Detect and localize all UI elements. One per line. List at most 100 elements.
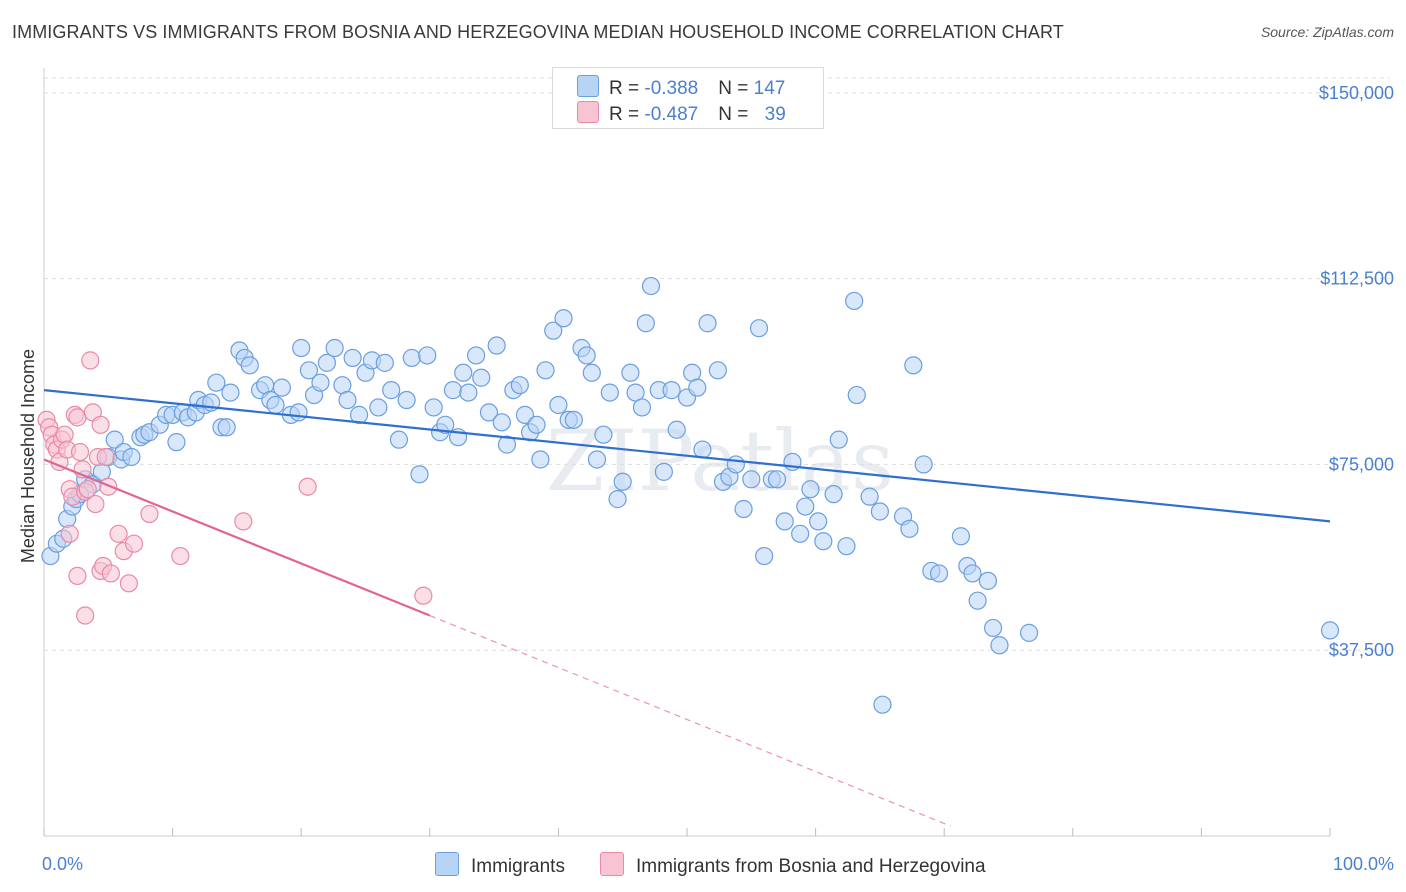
data-point xyxy=(311,373,330,392)
data-point xyxy=(105,430,124,449)
bottom-legend-swatch-blue xyxy=(435,852,459,876)
data-point xyxy=(459,383,478,402)
y-tick-label: $75,000 xyxy=(1329,454,1394,474)
data-point xyxy=(742,470,761,489)
chart-title: IMMIGRANTS VS IMMIGRANTS FROM BOSNIA AND… xyxy=(12,22,1064,42)
data-point xyxy=(109,524,128,543)
data-point xyxy=(397,390,416,410)
data-point xyxy=(1320,621,1340,640)
data-point xyxy=(775,512,794,531)
trend-lines xyxy=(43,389,1331,827)
legend-r-label: R = xyxy=(609,78,645,99)
x-tick-labels: 0.0% 100.0% xyxy=(42,854,1394,874)
data-point xyxy=(734,499,753,519)
data-point xyxy=(272,378,292,397)
legend-swatch-blue xyxy=(577,75,599,97)
data-point xyxy=(837,537,856,556)
data-point xyxy=(207,373,226,392)
data-point xyxy=(983,618,1003,638)
data-point xyxy=(527,415,546,434)
trend-line-extension xyxy=(429,614,951,827)
legend-n-value: 147 xyxy=(753,78,786,99)
bottom-legend-label: Immigrants xyxy=(471,856,565,877)
data-point xyxy=(662,381,681,400)
y-tick-label: $150,000 xyxy=(1319,83,1394,103)
data-point xyxy=(801,480,820,499)
legend-r-label: R = xyxy=(609,104,645,125)
data-point xyxy=(845,291,864,311)
data-point xyxy=(140,504,159,524)
data-point xyxy=(873,695,892,714)
bottom-legend-immigrants: Immigrants xyxy=(435,852,565,878)
data-point xyxy=(99,477,118,496)
data-point xyxy=(693,440,712,459)
x-tick-label: 100.0% xyxy=(1333,854,1394,874)
data-point xyxy=(81,351,100,370)
y-tick-label: $37,500 xyxy=(1329,640,1394,660)
data-point xyxy=(487,336,506,355)
legend-n-label: N = xyxy=(718,104,754,125)
data-point xyxy=(375,353,394,372)
trend-line xyxy=(43,458,431,617)
data-point xyxy=(70,442,90,462)
data-point xyxy=(708,361,727,380)
data-point xyxy=(76,606,95,625)
data-point xyxy=(418,346,437,365)
data-point xyxy=(292,338,311,358)
data-point xyxy=(410,465,429,484)
data-point xyxy=(510,376,529,395)
data-point xyxy=(472,368,491,387)
x-tick-label: 0.0% xyxy=(42,854,83,874)
data-point xyxy=(582,363,601,382)
data-point xyxy=(171,546,190,566)
data-point xyxy=(414,586,433,605)
data-point xyxy=(119,574,138,593)
data-point xyxy=(632,398,652,417)
data-point xyxy=(234,512,253,531)
data-point xyxy=(492,413,511,432)
data-point xyxy=(436,415,455,434)
data-point xyxy=(515,405,535,424)
data-point xyxy=(101,564,120,583)
data-point xyxy=(600,383,619,402)
y-tick-labels: $37,500 $75,000 $112,500 $150,000 xyxy=(1319,83,1394,660)
data-point xyxy=(613,472,632,491)
data-point xyxy=(726,455,745,474)
data-point xyxy=(68,566,87,586)
data-point xyxy=(698,314,717,333)
data-point xyxy=(96,447,115,467)
data-point xyxy=(587,450,607,469)
data-point xyxy=(266,395,285,415)
data-point xyxy=(544,321,563,340)
data-point xyxy=(91,415,110,434)
data-point xyxy=(688,378,707,397)
data-point xyxy=(167,433,186,452)
data-point xyxy=(389,430,409,449)
data-point xyxy=(860,487,879,506)
data-point xyxy=(594,425,613,444)
data-point xyxy=(978,571,998,590)
data-point xyxy=(221,383,240,402)
data-point xyxy=(809,512,828,531)
data-point xyxy=(479,403,499,422)
y-axis-label: Median Household Income xyxy=(18,349,38,563)
data-point xyxy=(824,485,843,504)
y-tick-label: $112,500 xyxy=(1320,269,1394,289)
legend-row-immigrants: R = -0.388 N = 147 xyxy=(577,75,785,99)
data-point xyxy=(443,381,463,400)
legend-n-label: N = xyxy=(718,78,754,99)
series-bosnia xyxy=(37,351,433,625)
stats-legend: R = -0.388 N = 147 R = -0.487 N = 39 xyxy=(552,67,824,129)
data-point xyxy=(577,346,596,365)
data-point xyxy=(621,363,640,382)
data-point xyxy=(78,480,97,499)
data-point xyxy=(466,346,486,365)
data-point xyxy=(847,385,866,405)
data-point xyxy=(829,430,848,449)
data-point xyxy=(338,390,357,410)
data-point xyxy=(791,524,810,543)
data-point xyxy=(654,462,673,481)
data-point xyxy=(289,403,308,422)
axes-layer xyxy=(43,68,1331,837)
